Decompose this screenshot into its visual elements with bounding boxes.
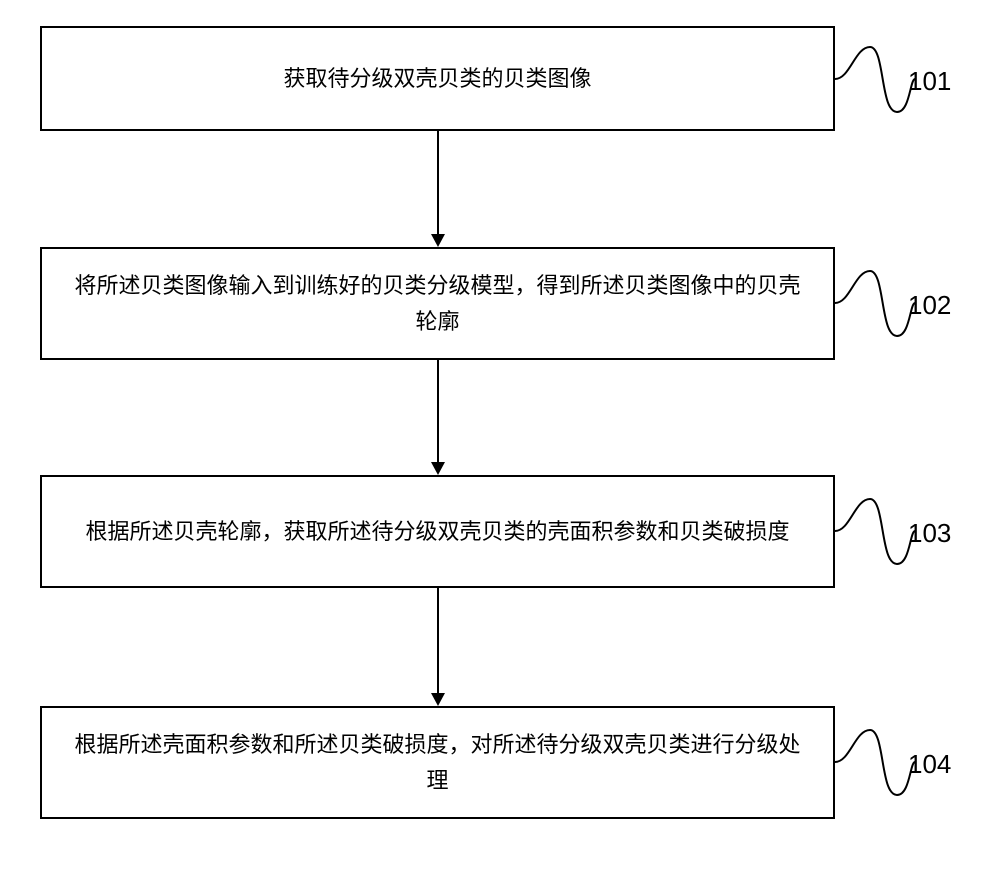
flow-step-1-text: 获取待分级双壳贝类的贝类图像 (283, 61, 591, 96)
squiggle-connector-1 (835, 42, 915, 117)
flow-step-1: 获取待分级双壳贝类的贝类图像 (40, 26, 835, 131)
flow-arrow-2 (428, 360, 448, 475)
flow-step-3-text: 根据所述贝壳轮廓，获取所述待分级双壳贝类的壳面积参数和贝类破损度 (85, 514, 789, 549)
flow-step-4: 根据所述壳面积参数和所述贝类破损度，对所述待分级双壳贝类进行分级处理 (40, 706, 835, 819)
flowchart-canvas: 获取待分级双壳贝类的贝类图像 101 将所述贝类图像输入到训练好的贝类分级模型，… (0, 0, 1000, 888)
flow-step-4-text: 根据所述壳面积参数和所述贝类破损度，对所述待分级双壳贝类进行分级处理 (72, 727, 803, 797)
flow-step-2-label: 102 (908, 290, 951, 321)
flow-arrow-3 (428, 588, 448, 706)
flow-step-1-label: 101 (908, 66, 951, 97)
squiggle-connector-3 (835, 494, 915, 569)
squiggle-connector-4 (835, 725, 915, 800)
squiggle-connector-2 (835, 266, 915, 341)
flow-step-4-label: 104 (908, 749, 951, 780)
flow-step-3: 根据所述贝壳轮廓，获取所述待分级双壳贝类的壳面积参数和贝类破损度 (40, 475, 835, 588)
flow-step-3-label: 103 (908, 518, 951, 549)
flow-arrow-1 (428, 131, 448, 247)
flow-step-2-text: 将所述贝类图像输入到训练好的贝类分级模型，得到所述贝类图像中的贝壳轮廓 (72, 268, 803, 338)
flow-step-2: 将所述贝类图像输入到训练好的贝类分级模型，得到所述贝类图像中的贝壳轮廓 (40, 247, 835, 360)
